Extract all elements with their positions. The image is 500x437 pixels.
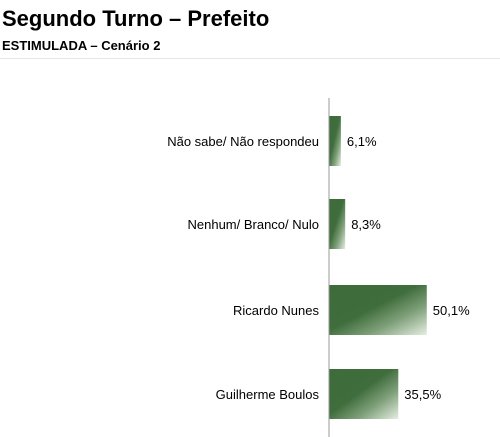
bar-1 bbox=[329, 199, 346, 249]
value-label-2: 50,1% bbox=[433, 303, 470, 318]
bar-3 bbox=[329, 369, 399, 419]
bar-2 bbox=[329, 285, 427, 335]
bar-0 bbox=[329, 116, 341, 166]
category-label-0: Não sabe/ Não respondeu bbox=[167, 134, 319, 149]
category-label-3: Guilherme Boulos bbox=[216, 387, 320, 402]
chart-subtitle: ESTIMULADA – Cenário 2 bbox=[2, 38, 161, 53]
value-label-1: 8,3% bbox=[351, 217, 381, 232]
category-label-1: Nenhum/ Branco/ Nulo bbox=[187, 217, 319, 232]
value-label-3: 35,5% bbox=[404, 387, 441, 402]
title-divider bbox=[0, 58, 500, 59]
category-label-2: Ricardo Nunes bbox=[233, 303, 319, 318]
chart-title: Segundo Turno – Prefeito bbox=[2, 6, 270, 31]
value-label-0: 6,1% bbox=[347, 134, 377, 149]
